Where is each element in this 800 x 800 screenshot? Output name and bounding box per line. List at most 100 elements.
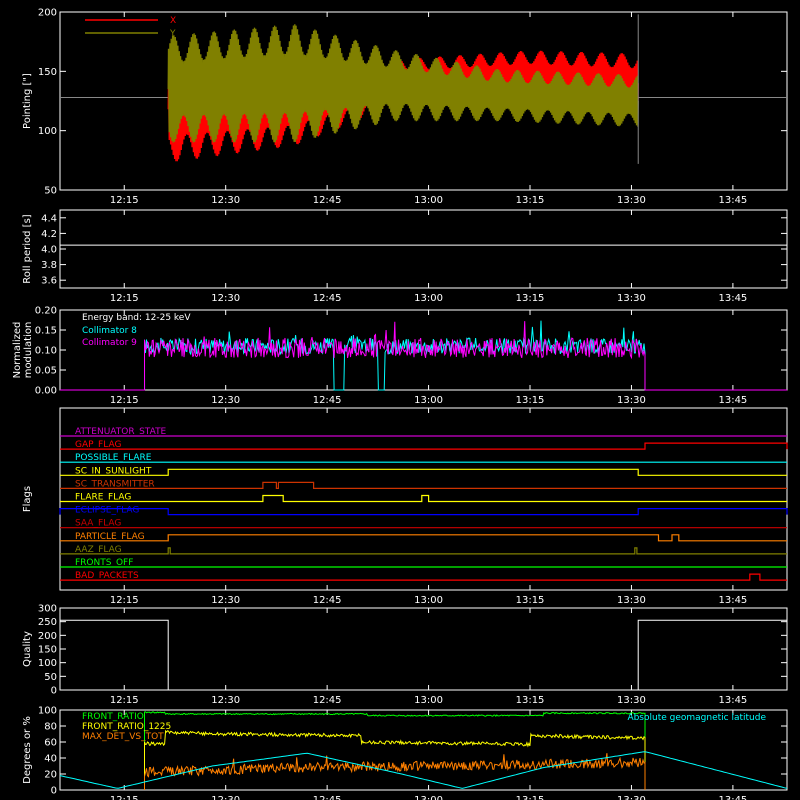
y-tick-label: 250 [38,617,57,628]
modulation-panel: 12:15 12:30 12:45 13:00 13:15 13:30 13:45 0.00 0… [35,306,788,406]
y-tick-label: 150 [38,645,57,656]
flag-particle_flag-trace [60,534,787,542]
y-tick-label: 4.0 [41,245,57,256]
x-tick-label: 13:30 [617,795,646,800]
flag-label: ECLIPSE_FLAG [75,506,139,516]
x-tick-label: 12:30 [211,595,240,606]
flag-label: SC_IN_SUNLIGHT [75,466,152,476]
y-tick-label: 80 [44,722,57,733]
y-tick-label: 0.10 [35,346,57,357]
x-tick-label: 13:45 [718,795,747,800]
y-tick-label: 3.8 [41,260,57,271]
y-tick-label: 100 [38,706,57,717]
x-tick-label: 13:45 [718,395,747,406]
flag-label: AAZ_FLAG [75,545,122,555]
flag-label: BAD_PACKETS [75,571,139,581]
flags-ylabel: Flags [22,486,33,512]
flags-axes-box [59,407,788,591]
y-tick-label: 60 [44,738,57,749]
modulation-ylabel: Normalizedmodulation [12,322,34,379]
x-tick-label: 12:45 [313,795,342,800]
pointing-panel: 12:15 12:30 12:45 13:00 13:15 13:30 13:45 50 100… [38,8,788,206]
x-tick-label: 12:15 [110,595,139,606]
y-tick-label: 0.00 [35,386,57,397]
x-tick-label: 13:15 [516,595,545,606]
x-tick-label: 13:45 [718,695,747,706]
legend-label: FRONT_RATIO [82,712,144,722]
flag-label: PARTICLE_FLAG [75,532,145,542]
x-tick-label: 13:15 [516,695,545,706]
y-tick-label: 4.2 [41,229,57,240]
y-tick-label: 0 [51,686,57,697]
y-tick-label: 40 [44,754,57,765]
front-ratio-panel: 12:15 12:30 12:45 13:00 13:15 13:30 13:45 0 20 40… [38,706,788,800]
x-tick-label: 12:30 [211,395,240,406]
legend-label: FRONT_RATIO_1225 [82,722,171,732]
y-tick-label: 4.4 [41,213,57,224]
x-tick-label: 12:30 [211,195,240,206]
flag-label: POSSIBLE_FLARE [75,453,152,463]
flag-label: GAP_FLAG [75,440,121,450]
flag-label: SC_TRANSMITTER [75,479,155,489]
series-absolute-geomagnetic-latitude-line [59,751,788,789]
flag-sc_in_sunlight-trace [60,468,787,476]
x-tick-label: 12:30 [211,695,240,706]
x-tick-label: 13:00 [414,695,443,706]
pointing-axes-box [59,11,788,191]
y-tick-label: 0.05 [35,366,57,377]
roll-period-axes-box [59,209,788,289]
flags-panel: 12:15 12:30 12:45 13:00 13:15 13:30 13:45 ATTEN… [59,407,788,606]
legend-label: MAX_DET_VS_TOT [82,732,164,742]
y-tick-label: 50 [44,186,57,197]
x-tick-label: 13:30 [617,293,646,304]
x-tick-label: 13:30 [617,395,646,406]
x-tick-label: 12:45 [313,595,342,606]
front-ratio-axes-box [59,709,788,791]
flag-label: SAA_FLAG [75,519,121,529]
series-collimator-8-line [60,320,787,391]
roll-period-ylabel: Roll period [s] [22,214,33,283]
x-tick-label: 12:30 [211,795,240,800]
roll-period-panel: 12:15 12:30 12:45 13:00 13:15 13:30 13:45 3.6 3.… [41,209,788,304]
y-tick-label: 200 [38,8,57,19]
quality-line [60,619,787,691]
legend-label: Collimator 8 [82,326,137,336]
x-tick-label: 13:15 [516,395,545,406]
legend-label: Collimator 9 [82,338,137,348]
legend-label: X [170,16,176,26]
flag-sc_transmitter-trace [60,481,787,489]
x-tick-label: 12:15 [110,795,139,800]
y-tick-label: 100 [38,126,57,137]
flag-eclipse_flag-trace [59,508,788,516]
x-tick-label: 13:45 [718,293,747,304]
series-max_det_vs_tot-line [144,753,646,790]
x-tick-label: 12:15 [110,195,139,206]
energy-band-label: Energy band: 12-25 keV [82,313,191,323]
series-y-line [167,24,639,143]
x-tick-label: 13:15 [516,293,545,304]
y-tick-label: 0 [51,786,57,797]
flag-label: FRONTS_OFF [75,558,133,568]
quality-ylabel: Quality [22,631,33,667]
x-tick-label: 13:30 [617,695,646,706]
pointing-ylabel: Pointing ["] [22,73,33,129]
y-tick-label: 3.6 [41,276,57,287]
x-tick-label: 13:45 [718,195,747,206]
series-collimator-9-line [60,321,787,391]
legend-label: Y [169,29,176,39]
y-tick-label: 150 [38,67,57,78]
y-tick-label: 0.20 [35,306,57,317]
x-tick-label: 13:30 [617,195,646,206]
x-tick-label: 12:15 [110,695,139,706]
x-tick-label: 13:00 [414,195,443,206]
y-tick-label: 300 [38,604,57,615]
flag-aaz_flag-trace [60,547,787,555]
x-tick-label: 13:00 [414,795,443,800]
x-tick-label: 12:45 [313,695,342,706]
flag-label: ATTENUATOR_STATE [75,427,167,437]
x-tick-label: 13:00 [414,595,443,606]
x-tick-label: 13:45 [718,595,747,606]
series-front_ratio-line [144,711,646,790]
flag-flare_flag-trace [60,494,787,503]
